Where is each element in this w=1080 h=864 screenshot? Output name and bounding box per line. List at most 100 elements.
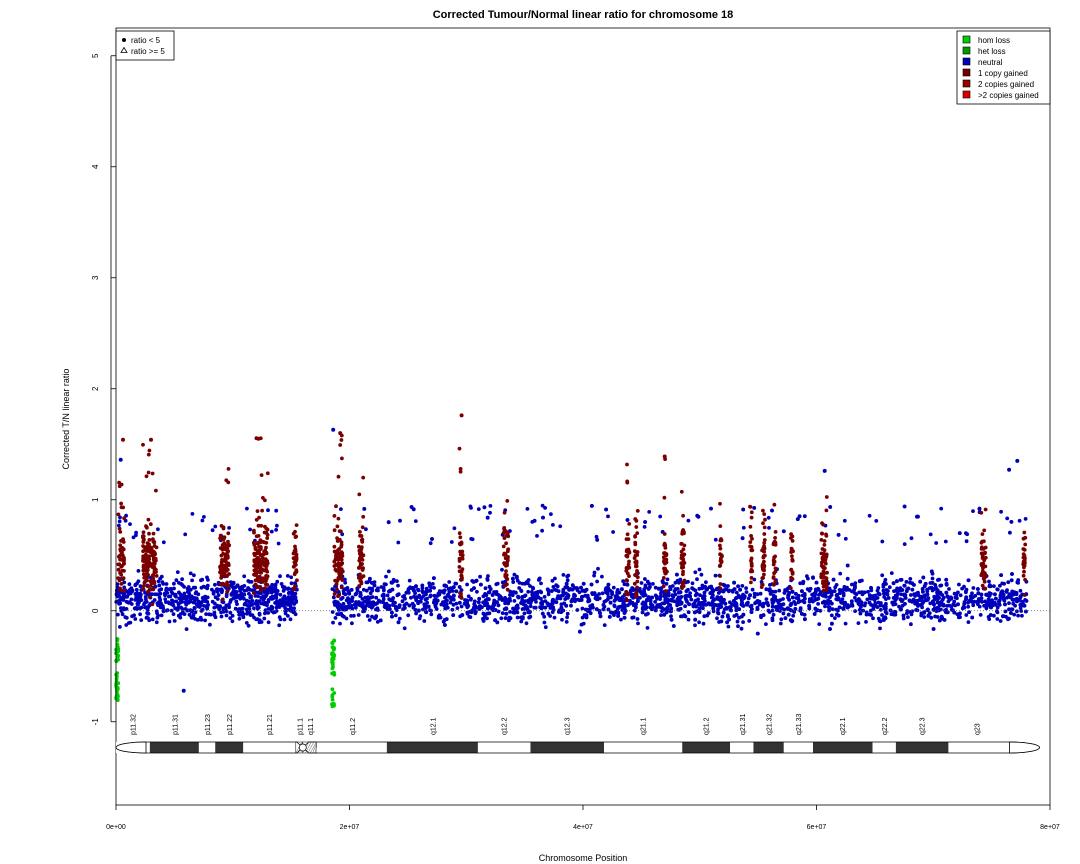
data-point — [231, 581, 236, 586]
data-point — [1003, 609, 1008, 614]
data-point — [980, 583, 985, 588]
data-point — [230, 613, 235, 618]
data-point — [204, 596, 209, 601]
data-point — [459, 591, 463, 596]
data-point — [535, 534, 539, 538]
data-point — [583, 593, 588, 598]
data-point — [291, 587, 296, 592]
data-point — [332, 639, 336, 643]
data-point — [180, 577, 185, 582]
data-point — [360, 558, 365, 562]
data-point — [513, 590, 518, 595]
data-point — [260, 559, 265, 564]
data-point — [358, 533, 362, 538]
x-tick-label: 6e+07 — [807, 824, 827, 831]
data-point — [649, 602, 653, 607]
data-point — [856, 597, 861, 602]
data-point — [644, 612, 648, 617]
data-point — [595, 538, 600, 542]
data-point — [161, 540, 166, 545]
data-point — [880, 539, 885, 544]
data-points-layer — [114, 413, 1029, 709]
data-point — [176, 601, 181, 606]
data-point — [838, 591, 842, 596]
data-point — [395, 579, 399, 583]
data-point — [658, 594, 663, 599]
data-point — [926, 613, 931, 618]
data-point — [935, 596, 939, 601]
data-point — [365, 603, 370, 607]
data-point — [726, 614, 730, 619]
data-point — [459, 577, 464, 582]
data-point — [573, 599, 577, 604]
data-point — [165, 608, 170, 612]
data-point — [1015, 580, 1020, 585]
data-point — [853, 595, 857, 600]
legend-swatch-icon — [962, 46, 971, 55]
data-point — [278, 574, 282, 579]
data-point — [816, 587, 821, 592]
data-point — [622, 611, 627, 615]
ideogram-band — [149, 742, 199, 753]
data-point — [261, 594, 266, 598]
data-point — [286, 614, 290, 618]
data-point — [293, 581, 297, 586]
data-point — [274, 605, 279, 610]
data-point — [242, 592, 247, 597]
data-point — [770, 589, 775, 594]
data-point — [620, 587, 624, 592]
data-point — [285, 607, 290, 612]
data-point — [728, 600, 732, 605]
data-point — [465, 603, 470, 607]
data-point — [202, 515, 206, 519]
data-point — [571, 583, 575, 588]
data-point — [883, 606, 888, 611]
data-point — [679, 549, 684, 554]
data-point — [483, 586, 488, 591]
data-point — [161, 609, 166, 614]
data-point — [402, 626, 407, 631]
data-point — [658, 514, 663, 519]
data-point — [390, 610, 394, 615]
data-point — [830, 607, 835, 612]
data-point — [938, 590, 943, 595]
data-point — [975, 599, 980, 604]
data-point — [141, 556, 146, 561]
data-point — [226, 562, 231, 566]
data-point — [331, 595, 336, 600]
x-tick-label: 4e+07 — [573, 824, 593, 831]
data-point — [639, 581, 644, 585]
data-point — [750, 536, 754, 541]
data-point — [231, 585, 235, 590]
data-point — [1006, 580, 1011, 585]
data-point — [261, 576, 266, 581]
data-point — [822, 599, 827, 604]
ideogram-band — [604, 742, 683, 753]
data-point — [971, 595, 975, 600]
data-point — [506, 534, 511, 539]
data-point — [187, 612, 192, 617]
data-point — [176, 606, 181, 610]
data-point — [444, 617, 449, 621]
data-point — [588, 611, 593, 616]
data-point — [362, 507, 367, 511]
data-point — [117, 519, 122, 524]
data-point — [457, 531, 462, 536]
data-point — [422, 619, 427, 623]
data-point — [248, 587, 252, 592]
ideogram-band-label: p11.23 — [205, 714, 212, 735]
data-point — [411, 586, 415, 590]
data-point — [681, 584, 686, 589]
y-tick-label: 4 — [91, 164, 100, 169]
data-point — [958, 611, 962, 616]
data-point — [490, 593, 495, 597]
data-point — [511, 576, 515, 581]
data-point — [336, 558, 340, 562]
data-point — [1008, 530, 1012, 535]
data-point — [749, 580, 753, 585]
data-point — [645, 626, 650, 630]
data-point — [773, 579, 778, 584]
data-point — [843, 536, 848, 541]
data-point — [512, 572, 517, 577]
data-point — [939, 506, 944, 511]
